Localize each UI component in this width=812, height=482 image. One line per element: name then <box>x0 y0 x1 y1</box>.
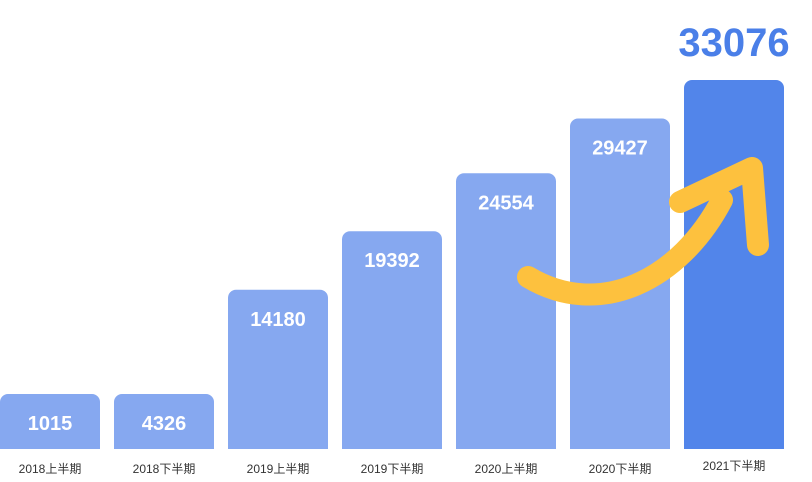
bar-2020上半期 <box>456 173 556 449</box>
bar-base-2021下半期 <box>684 441 784 449</box>
bar-2018下半期 <box>114 394 214 449</box>
bar-2019下半期 <box>342 231 442 449</box>
tick-label-2019下半期: 2019下半期 <box>361 462 424 476</box>
data-label-2020下半期: 29427 <box>592 138 648 160</box>
data-label-2021下半期: 33076 <box>678 21 789 65</box>
labels-group: 1015 2018上半期 4326 2018下半期 14180 2019上半期 19392 2… <box>19 21 790 476</box>
bar-base-2020上半期 <box>456 441 556 449</box>
growth-arrow-icon <box>517 157 769 306</box>
bar-2021下半期 <box>684 80 784 449</box>
tick-label-2019上半期: 2019上半期 <box>247 462 310 476</box>
bar-2018上半期 <box>0 394 100 449</box>
tick-label-2020上半期: 2020上半期 <box>475 462 538 476</box>
bar-base-2019上半期 <box>228 441 328 449</box>
data-label-2019上半期: 14180 <box>250 309 306 331</box>
bar-2019上半期 <box>228 289 328 449</box>
bar-base-2018上半期 <box>0 441 100 449</box>
tick-label-2021下半期: 2021下半期 <box>703 459 766 473</box>
data-label-2018下半期: 4326 <box>142 413 187 435</box>
data-label-2020上半期: 24554 <box>478 192 534 214</box>
bar-base-2018下半期 <box>114 441 214 449</box>
tick-label-2020下半期: 2020下半期 <box>589 462 652 476</box>
bar-base-2020下半期 <box>570 441 670 449</box>
data-label-2018上半期: 1015 <box>28 413 73 435</box>
tick-label-2018下半期: 2018下半期 <box>133 462 196 476</box>
tick-label-2018上半期: 2018上半期 <box>19 462 82 476</box>
data-label-2019下半期: 19392 <box>364 250 420 272</box>
bar-base-2019下半期 <box>342 441 442 449</box>
